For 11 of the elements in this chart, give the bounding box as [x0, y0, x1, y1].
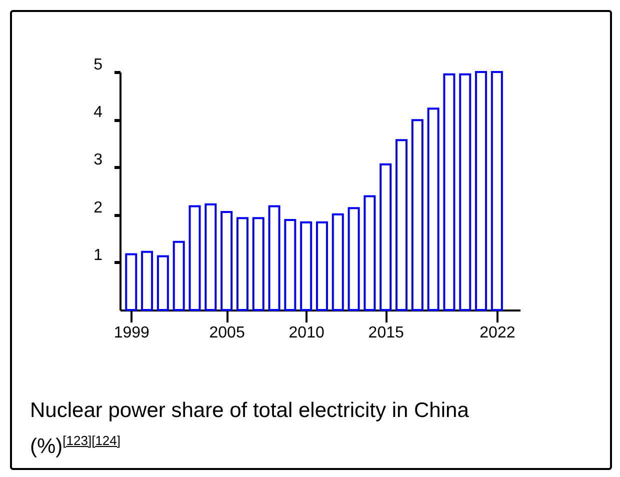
x-tick-label: 2022: [480, 324, 516, 342]
y-tick-label: 2: [94, 199, 103, 216]
x-tick-label: 2015: [368, 324, 404, 342]
text: Nuclear power share of total electricity in China (%)$^{[123][124]}$: [30, 398, 470, 460]
y-tick-label: 4: [94, 104, 103, 122]
x-tick-label: 1999: [114, 324, 150, 342]
x-tick-label: 2005: [209, 324, 245, 342]
y-tick-label: 1: [94, 246, 103, 264]
y-tick-label: 3: [94, 152, 103, 169]
y-tick-label: 5: [94, 56, 103, 74]
x-tick-label: 2010: [288, 324, 324, 342]
